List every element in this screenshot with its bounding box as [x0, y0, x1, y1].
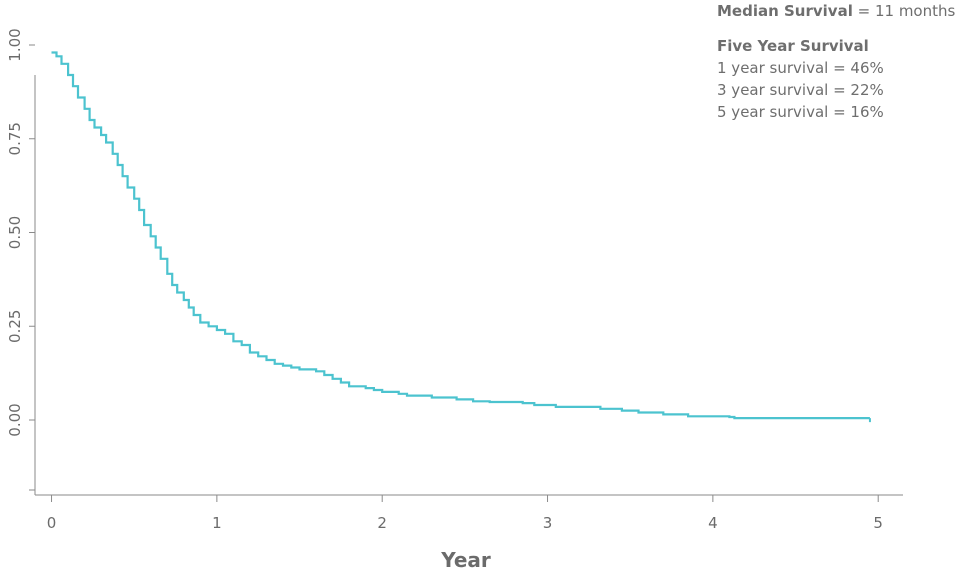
y-tick-label: 0.50	[6, 216, 24, 249]
x-axis-label: Year	[440, 548, 491, 572]
y-tick-label: 1.00	[6, 28, 24, 61]
x-tick-label: 4	[708, 514, 718, 532]
survival-line-1: 1 year survival = 46%	[717, 59, 884, 77]
x-tick-label: 1	[212, 514, 222, 532]
x-axis: 0 1 2 3 4 5	[35, 494, 903, 532]
x-tick-label: 5	[873, 514, 883, 532]
x-tick-label: 2	[377, 514, 387, 532]
median-survival-value: = 11 months	[857, 2, 956, 20]
y-tick-label: 0.75	[6, 122, 24, 155]
y-axis: 0.00 0.25 0.50 0.75 1.00	[6, 28, 36, 495]
series-group	[51, 51, 871, 423]
survival-legend: Median Survival = 11 months Five Year Su…	[717, 0, 955, 123]
median-survival: Median Survival = 11 months	[717, 0, 955, 22]
x-tick-label: 3	[543, 514, 553, 532]
survival-curve	[51, 51, 870, 420]
survival-line-3: 3 year survival = 22%	[717, 81, 884, 99]
five-year-title: Five Year Survival	[717, 37, 869, 55]
y-tick-label: 0.00	[6, 403, 24, 436]
median-survival-label: Median Survival	[717, 2, 853, 20]
survival-line-5: 5 year survival = 16%	[717, 103, 884, 121]
y-tick-label: 0.25	[6, 310, 24, 343]
x-tick-label: 0	[47, 514, 57, 532]
